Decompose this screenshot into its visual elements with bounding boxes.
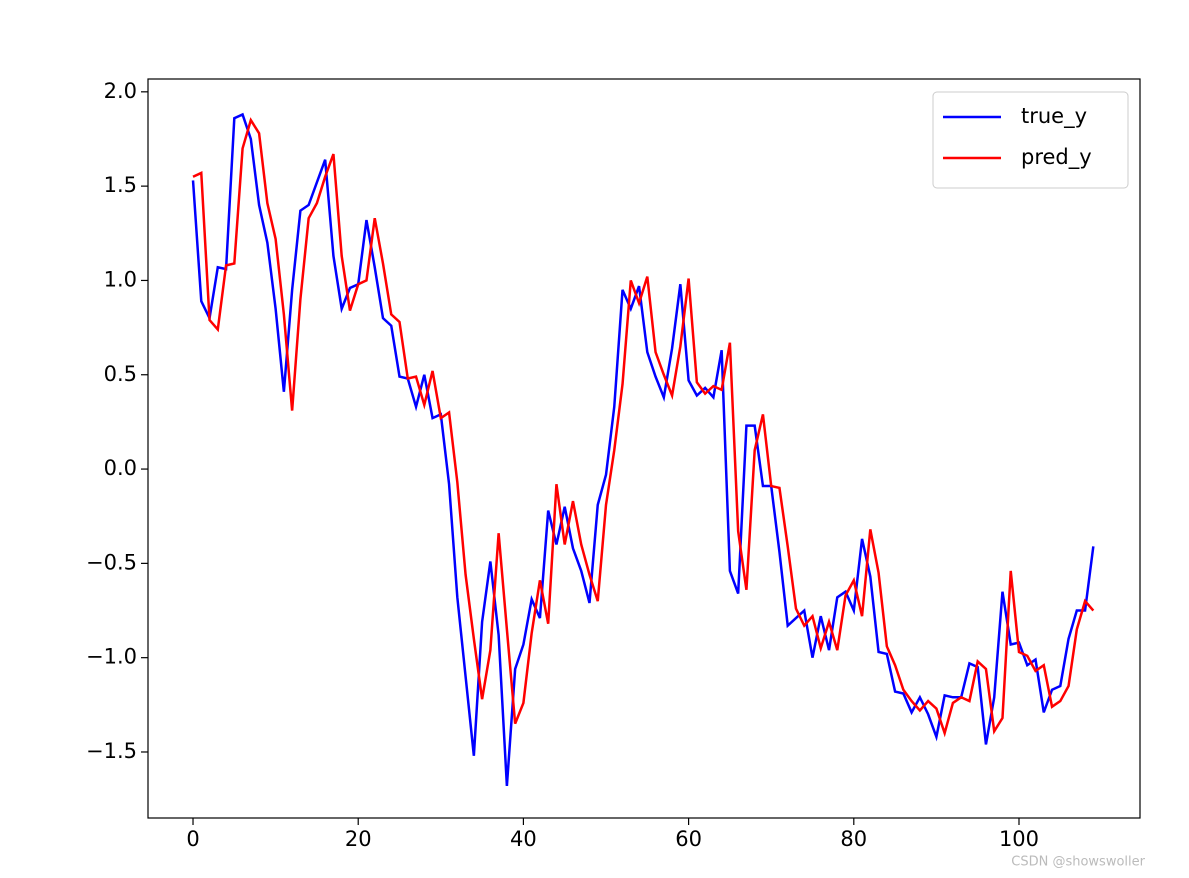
- y-tick-label: 0.0: [104, 456, 137, 480]
- legend-label: pred_y: [1021, 145, 1092, 170]
- x-tick-label: 100: [999, 827, 1039, 851]
- y-tick-label: −1.0: [86, 645, 137, 669]
- y-tick-label: 1.0: [104, 267, 137, 291]
- y-tick-label: 0.5: [104, 362, 137, 386]
- plot-frame: [147, 78, 1141, 819]
- y-tick-label: −1.5: [86, 739, 137, 763]
- series-line: [192, 117, 1095, 738]
- watermark: CSDN @showswoller: [1011, 855, 1145, 870]
- x-tick-label: 40: [510, 827, 537, 851]
- y-tick-label: 1.5: [104, 173, 137, 197]
- x-tick-label: 0: [186, 827, 199, 851]
- x-tick-label: 60: [675, 827, 702, 851]
- series-line: [191, 112, 1095, 787]
- y-tick-label: 2.0: [104, 79, 137, 103]
- y-tick-label: −0.5: [86, 550, 137, 574]
- legend-label: true_y: [1021, 104, 1087, 129]
- x-tick-label: 80: [840, 827, 867, 851]
- x-tick-label: 20: [345, 827, 372, 851]
